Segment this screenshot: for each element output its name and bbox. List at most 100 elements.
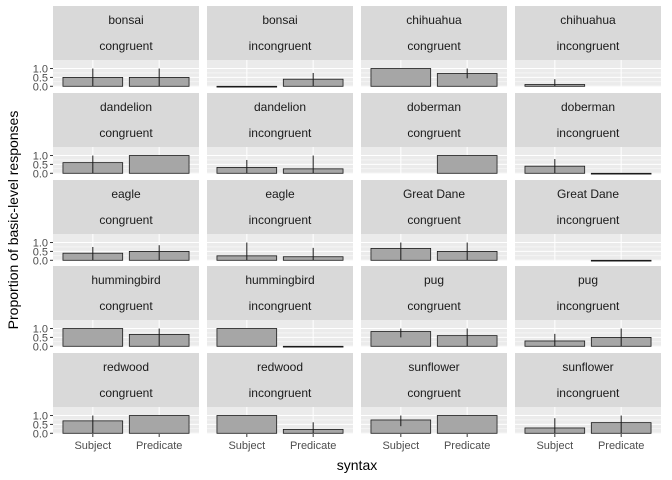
strip-label-condition: incongruent <box>557 213 620 227</box>
x-tick-label: Subject <box>228 440 265 452</box>
facet-strip <box>53 6 199 60</box>
strip-label-stimulus: pug <box>424 273 444 287</box>
panel-background <box>515 234 661 261</box>
facet-panel: hummingbird congruent <box>53 266 199 347</box>
strip-label-stimulus: chihuahua <box>560 13 616 27</box>
x-tick-label: Subject <box>74 440 111 452</box>
bar-subject <box>216 328 278 347</box>
bar-subject <box>216 85 278 88</box>
bar-predicate <box>436 155 498 174</box>
strip-label-stimulus: dandelion <box>254 100 306 114</box>
strip-label-condition: congruent <box>99 39 153 53</box>
facet-strip <box>53 93 199 147</box>
strip-label-condition: congruent <box>99 386 153 400</box>
facet-strip <box>515 6 661 60</box>
strip-label-condition: incongruent <box>249 39 312 53</box>
facet-panel: eagle congruent <box>53 180 199 261</box>
y-tick-label: 0.5 <box>33 246 48 258</box>
strip-label-condition: incongruent <box>249 213 312 227</box>
facet-panel: dandelion incongruent <box>207 93 353 174</box>
y-tick-label: 0.0 <box>33 168 48 180</box>
strip-label-stimulus: doberman <box>561 100 615 114</box>
facet-panel: pug incongruent <box>515 266 661 347</box>
bar-subject <box>62 328 124 347</box>
facet-strip <box>53 353 199 407</box>
facet-panel: bonsai congruent <box>53 6 199 87</box>
strip-label-stimulus: Great Dane <box>557 187 619 201</box>
bar-subject <box>370 68 432 87</box>
facet-strip <box>53 180 199 234</box>
facet-strip <box>361 93 507 147</box>
strip-label-condition: congruent <box>99 299 153 313</box>
facet-strip <box>515 266 661 320</box>
strip-label-stimulus: redwood <box>257 360 303 374</box>
strip-label-condition: incongruent <box>557 39 620 53</box>
facet-panel: sunflower incongruent <box>515 353 661 434</box>
y-tick-label: 0.0 <box>33 81 48 93</box>
strip-label-stimulus: bonsai <box>262 13 297 27</box>
x-tick-label: Subject <box>536 440 573 452</box>
strip-label-stimulus: sunflower <box>562 360 613 374</box>
facet-strip <box>207 93 353 147</box>
strip-label-stimulus: hummingbird <box>91 273 160 287</box>
strip-label-stimulus: doberman <box>407 100 461 114</box>
strip-label-stimulus: eagle <box>265 187 295 201</box>
y-axis-title: Proportion of basic-level responses <box>5 111 21 330</box>
strip-label-stimulus: dandelion <box>100 100 152 114</box>
strip-label-stimulus: eagle <box>111 187 141 201</box>
x-tick-label: Predicate <box>136 440 182 452</box>
y-tick-label: 1.0 <box>33 151 48 163</box>
bar-subject <box>216 415 278 434</box>
strip-label-stimulus: redwood <box>103 360 149 374</box>
y-tick-label: 1.0 <box>33 324 48 336</box>
facet-panel: sunflower congruent <box>361 353 507 434</box>
x-tick-label: Predicate <box>290 440 336 452</box>
facet-panel: Great Dane incongruent <box>515 180 661 262</box>
facet-panel: bonsai incongruent <box>207 6 353 88</box>
y-tick-label: 0.5 <box>33 332 48 344</box>
facet-panel: dandelion congruent <box>53 93 199 174</box>
strip-label-condition: incongruent <box>557 299 620 313</box>
bar-predicate <box>590 172 652 175</box>
facet-strip <box>207 353 353 407</box>
x-axis-title: syntax <box>337 457 377 473</box>
facet-panel: hummingbird incongruent <box>207 266 353 348</box>
strip-label-condition: incongruent <box>557 126 620 140</box>
y-tick-label: 0.0 <box>33 428 48 440</box>
panel-background <box>515 60 661 87</box>
y-tick-label: 0.0 <box>33 255 48 267</box>
facet-panel: redwood incongruent <box>207 353 353 434</box>
x-tick-label: Predicate <box>444 440 490 452</box>
strip-label-stimulus: bonsai <box>108 13 143 27</box>
bar-predicate <box>128 415 190 434</box>
strip-label-stimulus: pug <box>578 273 598 287</box>
y-tick-label: 1.0 <box>33 411 48 423</box>
y-tick-label: 1.0 <box>33 238 48 250</box>
strip-label-condition: congruent <box>99 213 153 227</box>
strip-label-condition: congruent <box>407 386 461 400</box>
facet-strip <box>515 180 661 234</box>
bar-predicate <box>282 345 344 348</box>
facet-strip <box>361 180 507 234</box>
strip-label-stimulus: chihuahua <box>406 13 462 27</box>
y-tick-label: 0.5 <box>33 72 48 84</box>
facet-panel: redwood congruent <box>53 353 199 434</box>
y-tick-label: 1.0 <box>33 64 48 76</box>
facet-strip <box>361 353 507 407</box>
facet-strip <box>515 93 661 147</box>
facet-strip <box>207 266 353 320</box>
facet-strip <box>207 180 353 234</box>
facet-panel: eagle incongruent <box>207 180 353 261</box>
y-tick-label: 0.0 <box>33 341 48 353</box>
facet-strip <box>515 353 661 407</box>
y-tick-label: 0.5 <box>33 419 48 431</box>
strip-label-condition: incongruent <box>249 299 312 313</box>
facet-strip <box>361 6 507 60</box>
bar-predicate <box>436 415 498 434</box>
facet-panel: doberman incongruent <box>515 93 661 175</box>
strip-label-condition: congruent <box>99 126 153 140</box>
x-tick-label: Subject <box>382 440 419 452</box>
bar-predicate <box>590 259 652 262</box>
